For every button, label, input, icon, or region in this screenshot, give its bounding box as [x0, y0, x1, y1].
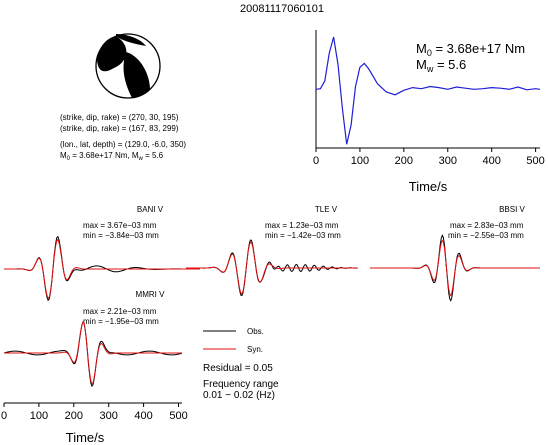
trace-min-bani: min = −3.84e−03 mm [83, 231, 159, 240]
trace-station-tle: TLE V [315, 205, 338, 214]
residual-text: Residual = 0.05 [203, 363, 273, 374]
trace-max-mmri: max = 2.21e−03 mm [83, 307, 157, 316]
stf-xtick-label: 200 [395, 155, 413, 167]
legend-obs-label: Obs. [247, 327, 264, 336]
bottom-xtick-label: 300 [100, 410, 118, 422]
plane1-text: (strike, dip, rake) = (270, 30, 195) [60, 113, 179, 122]
trace-station-mmri: MMRI V [136, 290, 166, 299]
stf-xlabel: Time/s [409, 179, 448, 194]
waveform-traces [3, 234, 540, 388]
freq-value: 0.01 − 0.02 (Hz) [203, 390, 275, 401]
trace-station-bani: BANI V [137, 205, 164, 214]
bottom-xtick-label: 400 [134, 410, 152, 422]
legend: Obs. Syn. [203, 327, 264, 354]
trace-min-bbsi: min = −2.55e−03 mm [448, 231, 524, 240]
beachball [95, 33, 161, 99]
bottom-xtick-label: 100 [30, 410, 48, 422]
legend-syn-label: Syn. [247, 345, 263, 354]
trace-bbsi-syn [370, 239, 540, 297]
stf-mw-text: Mw = 5.6 [416, 57, 466, 74]
figure-title: 20081117060101 [240, 3, 324, 15]
moment-text: M0 = 3.68e+17 Nm, Mw = 5.6 [60, 151, 164, 162]
stf-panel: 0 100 200 300 400 500 M0 = 3.68e+17 Nm Mw = 5… [313, 30, 545, 194]
bottom-xtick-label: 200 [65, 410, 83, 422]
stf-m0-text: M0 = 3.68e+17 Nm [416, 41, 525, 58]
bottom-axis: 0 100 200 300 400 500 Time/s [1, 402, 188, 445]
trace-tle-syn [186, 241, 358, 295]
trace-min-mmri: min = −1.95e−03 mm [83, 317, 159, 326]
stf-xtick-label: 400 [483, 155, 501, 167]
trace-max-bbsi: max = 2.83e−03 mm [450, 221, 524, 230]
trace-bani-syn [4, 238, 200, 300]
trace-station-bbsi: BBSI V [499, 205, 525, 214]
stf-xtick-label: 300 [439, 155, 457, 167]
location-text: (lon., lat, depth) = (129.0, -6.0, 350) [60, 140, 186, 149]
stf-xtick-label: 100 [351, 155, 369, 167]
stf-series-line [315, 36, 541, 145]
trace-max-tle: max = 1.23e−03 mm [265, 221, 339, 230]
freq-title: Frequency range [203, 379, 279, 390]
plane2-text: (strike, dip, rake) = (167, 83, 299) [60, 124, 179, 133]
trace-mmri-syn [4, 321, 182, 385]
stf-xtick-label: 500 [526, 155, 544, 167]
bottom-xtick-label: 500 [169, 410, 187, 422]
trace-mmri-obs [3, 321, 183, 388]
trace-max-bani: max = 3.67e−03 mm [83, 221, 157, 230]
trace-min-tle: min = −1.42e−03 mm [265, 231, 341, 240]
bottom-xtick-label: 0 [1, 410, 7, 422]
stf-xtick-label: 0 [313, 155, 319, 167]
bottom-xlabel: Time/s [66, 430, 105, 445]
